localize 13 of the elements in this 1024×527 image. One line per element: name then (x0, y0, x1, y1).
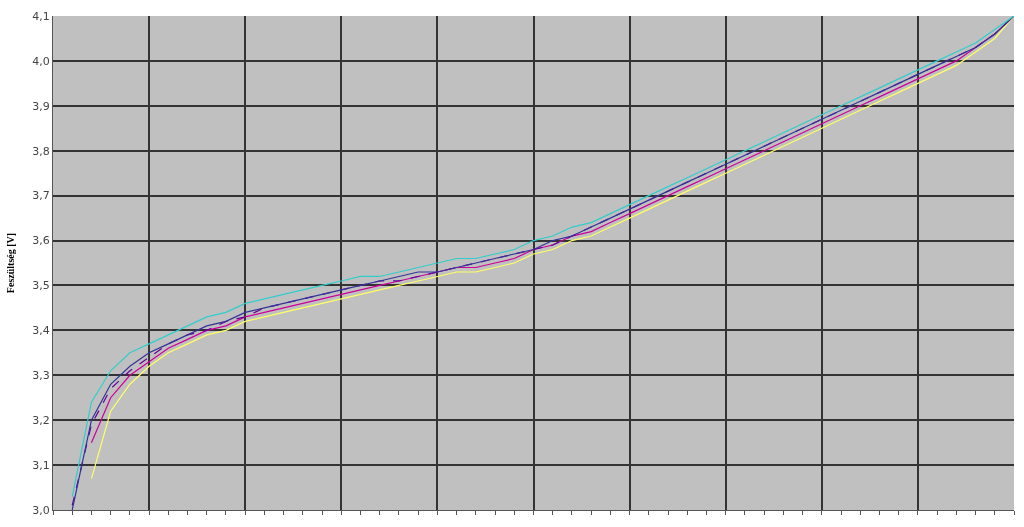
y-tick-label: 3,3 (32, 369, 50, 383)
y-tick-label: 4,1 (32, 9, 50, 23)
y-tick-label: 3,2 (32, 414, 50, 428)
y-tick-label: 3,5 (32, 279, 50, 293)
y-tick-label: 3,4 (32, 324, 50, 338)
y-tick-label: 3,1 (32, 458, 50, 472)
y-tick-label: 4,0 (32, 54, 50, 68)
y-tick-label: 3,7 (32, 189, 50, 203)
y-tick-label: 3,8 (32, 144, 50, 158)
y-tick-label: 3,0 (32, 503, 50, 517)
y-tick-label: 3,6 (32, 234, 50, 248)
y-tick-label: 3,9 (32, 99, 50, 113)
y-axis-title: Feszültség [V] (5, 232, 17, 294)
